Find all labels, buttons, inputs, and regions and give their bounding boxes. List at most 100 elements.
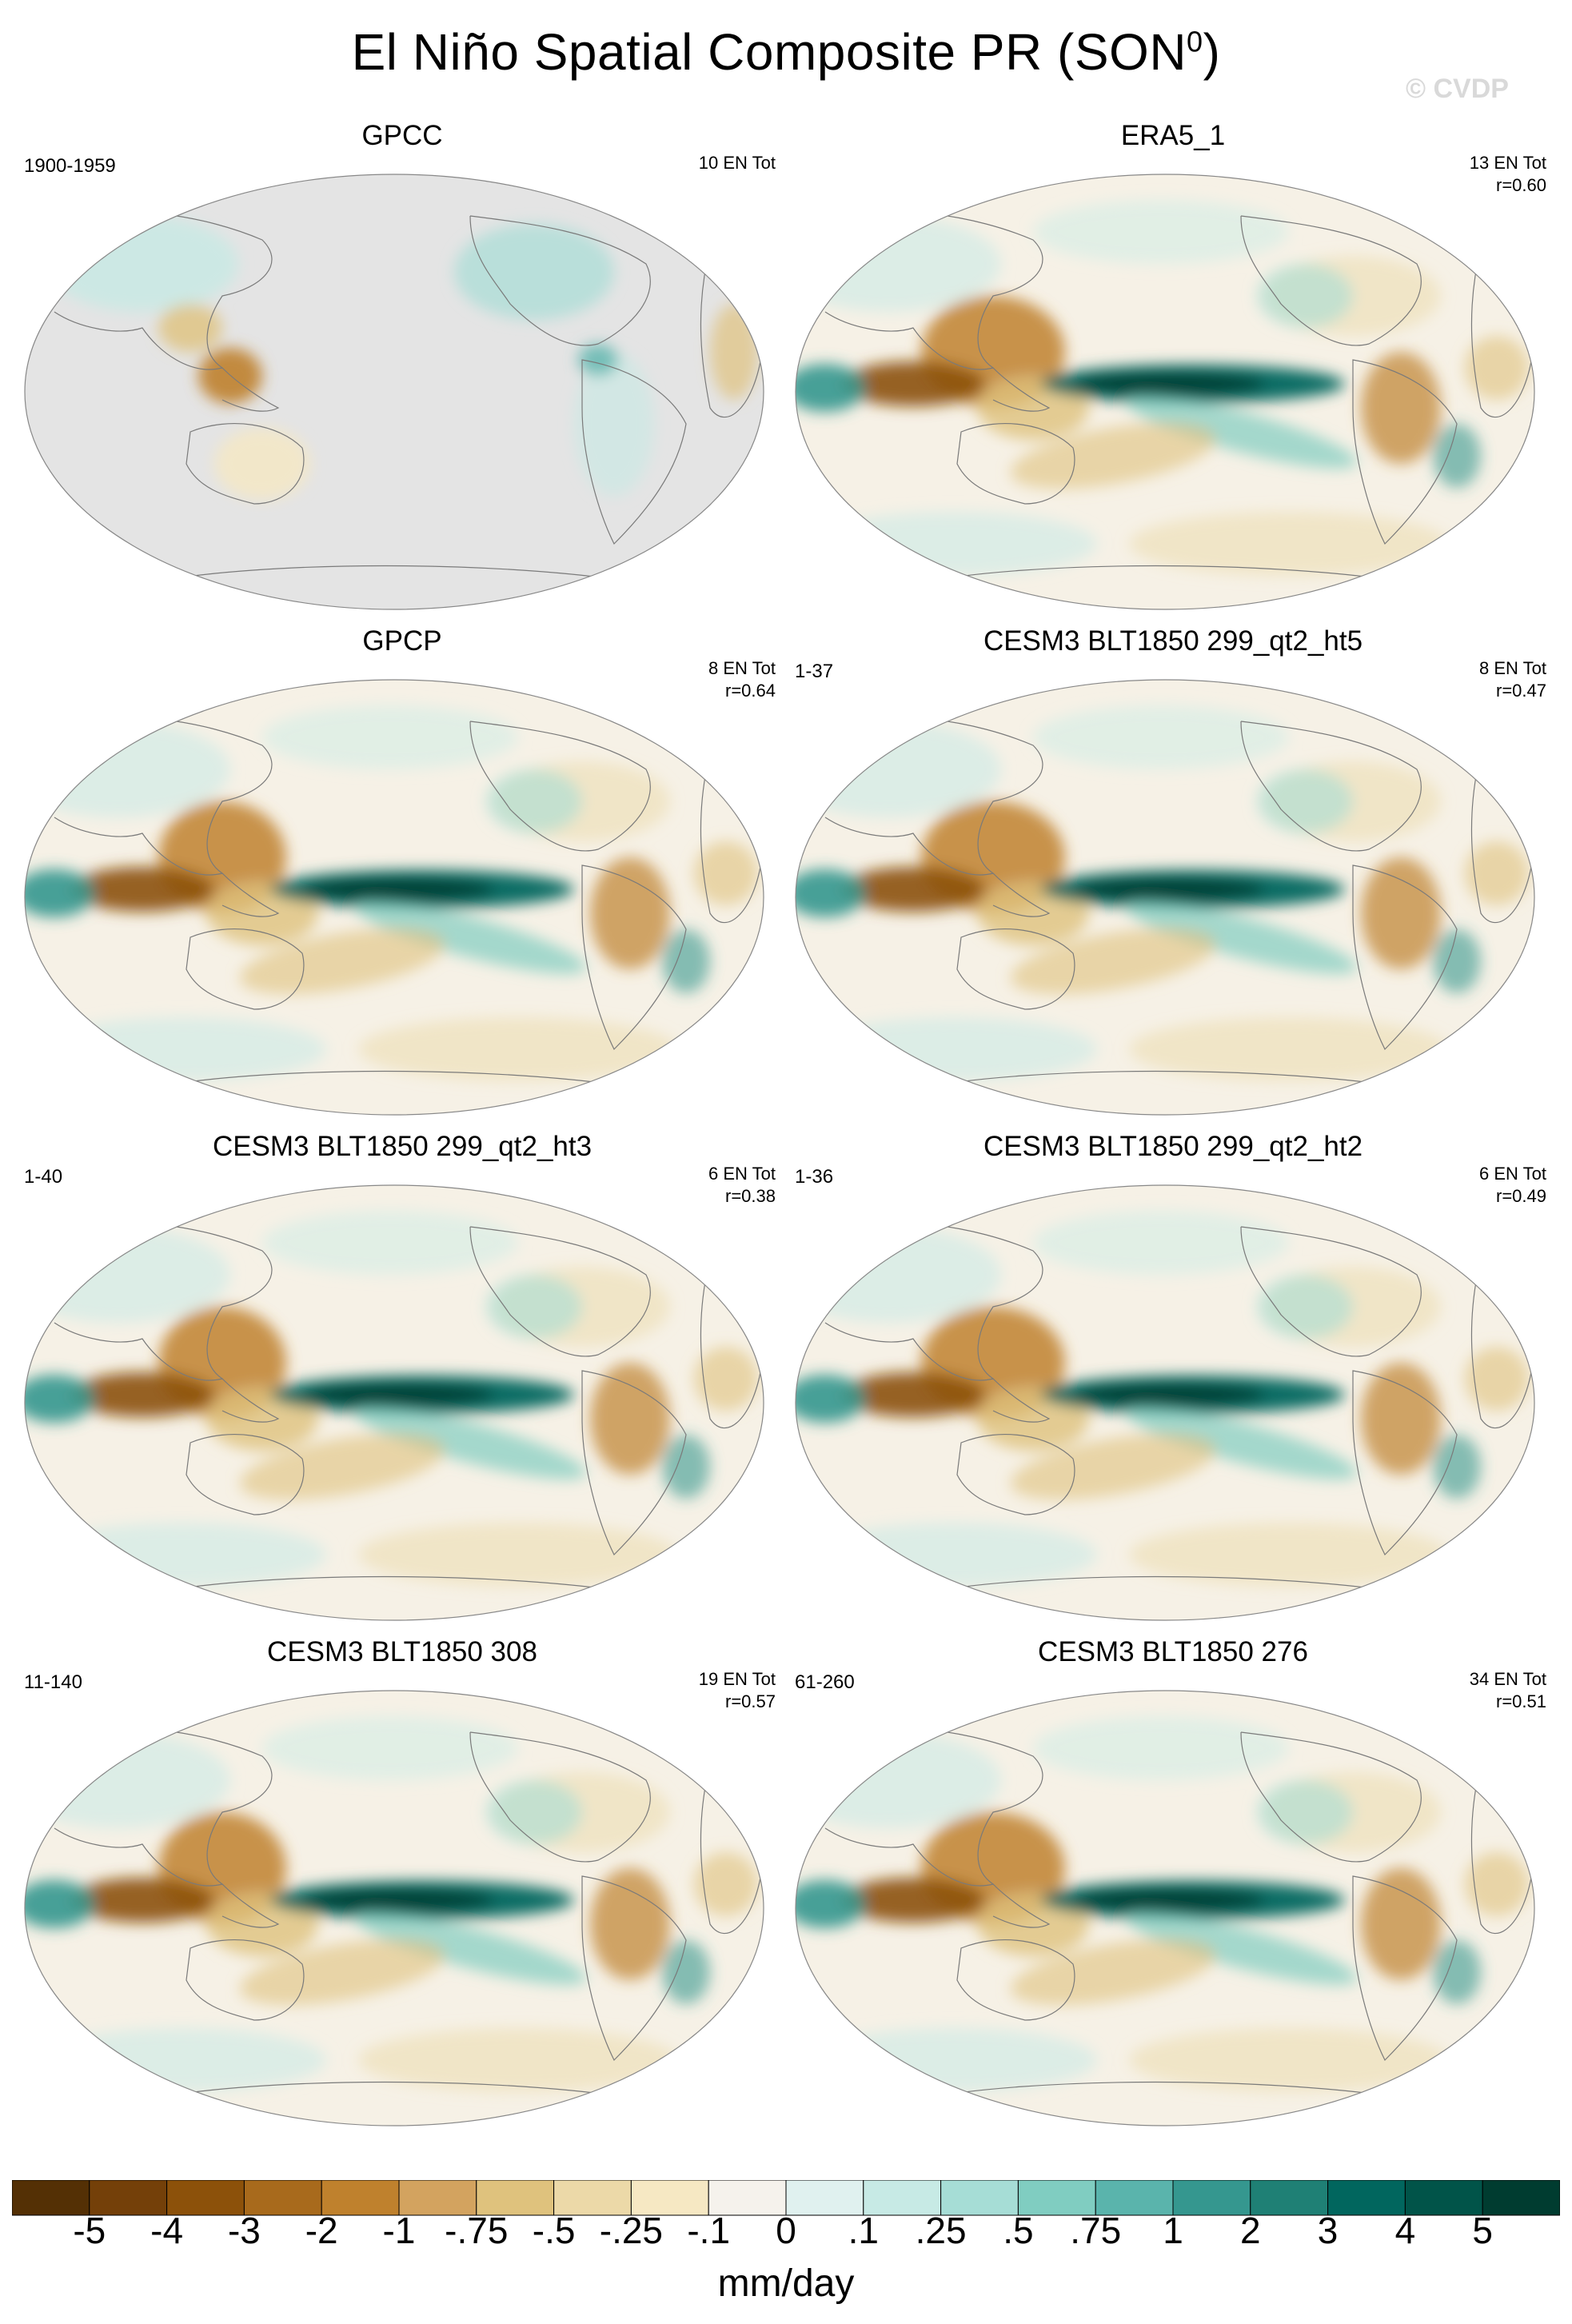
colorbar-tick-label: .1 (848, 2210, 879, 2251)
colorbar-swatch (785, 2180, 864, 2216)
map-background (25, 174, 764, 609)
event-count: 6 EN Tot (708, 1164, 776, 1184)
panel-stats: 10 EN Tot (699, 152, 776, 174)
colorbar-swatch (940, 2180, 1019, 2216)
colorbar-tick-label: .25 (915, 2210, 967, 2251)
colorbar-swatch (1404, 2180, 1483, 2216)
coastlines (824, 1727, 1534, 2101)
panel-title: CESM3 BLT1850 276 (1038, 1636, 1308, 1667)
colorbar-tick-label: -2 (305, 2210, 338, 2251)
colorbar-tick-label: -4 (150, 2210, 184, 2251)
composite-map (795, 1184, 1535, 1621)
event-count: 8 EN Tot (708, 658, 776, 678)
pattern-correlation: r=0.49 (1496, 1186, 1546, 1206)
map-outline (24, 1690, 764, 2126)
precip-anomaly-field (25, 1716, 758, 2092)
panel-title: CESM3 BLT1850 299_qt2_ht5 (983, 625, 1363, 657)
panel-stats: 8 EN Tot r=0.64 (708, 657, 776, 702)
colorbar-tick-label: 3 (1317, 2210, 1339, 2251)
event-count: 8 EN Tot (1479, 658, 1546, 678)
map-panel: CESM3 BLT1850 308 11-140 19 EN Tot r=0.57 (22, 1636, 782, 2126)
map-outline (795, 1184, 1535, 1621)
map-outline (795, 174, 1535, 610)
panel-title: CESM3 BLT1850 299_qt2_ht3 (212, 1131, 592, 1162)
composite-map (795, 174, 1535, 610)
map-outline (795, 1690, 1535, 2126)
colorbar-tick-label: -.1 (687, 2210, 731, 2251)
colorbar-swatch (553, 2180, 632, 2216)
colorbar-swatch (863, 2180, 942, 2216)
map-panel: CESM3 BLT1850 276 61-260 34 EN Tot r=0.51 (793, 1636, 1553, 2126)
pattern-correlation: r=0.38 (725, 1186, 776, 1206)
pattern-correlation: r=0.47 (1496, 681, 1546, 701)
composite-map (24, 1690, 764, 2126)
figure-title: El Niño Spatial Composite PR (SON0) (351, 23, 1221, 81)
map-outline (795, 679, 1535, 1116)
colorbar-swatch (1482, 2180, 1560, 2216)
panel-stats: 13 EN Tot r=0.60 (1470, 152, 1546, 197)
panel-years: 1-37 (795, 661, 834, 682)
colorbar (12, 2180, 1560, 2216)
panel-stats: 8 EN Tot r=0.47 (1479, 657, 1546, 702)
panel-title: GPCP (362, 625, 442, 657)
colorbar-swatch (1172, 2180, 1251, 2216)
composite-map (24, 679, 764, 1116)
map-outline (24, 1184, 764, 1621)
coastlines (824, 1222, 1534, 1595)
colorbar-tick-label: -3 (227, 2210, 261, 2251)
panel-years: 11-140 (24, 1671, 82, 1693)
watermark: © CVDP (1406, 74, 1509, 104)
event-count: 19 EN Tot (698, 1669, 776, 1689)
colorbar-tick-label: .75 (1070, 2210, 1122, 2251)
panel-years: 1-36 (795, 1166, 834, 1188)
map-panel: GPCC 1900-1959 10 EN Tot (22, 120, 782, 610)
precip-anomaly-field (796, 1211, 1529, 1587)
pattern-correlation: r=0.51 (1496, 1691, 1546, 1711)
colorbar-units: mm/day (717, 2262, 855, 2305)
panel-title: GPCC (361, 120, 443, 151)
colorbar-swatch (630, 2180, 709, 2216)
map-outline (24, 174, 764, 610)
panel-title: CESM3 BLT1850 308 (267, 1636, 537, 1667)
event-count: 10 EN Tot (698, 153, 776, 173)
pattern-correlation: r=0.64 (725, 681, 776, 701)
event-count: 13 EN Tot (1469, 153, 1546, 173)
colorbar-tick-label: .5 (1003, 2210, 1034, 2251)
colorbar-tick-label: 0 (776, 2210, 796, 2251)
map-panel: ERA5_1 13 EN Tot r=0.60 (793, 120, 1553, 610)
panel-stats: 34 EN Tot r=0.51 (1470, 1668, 1546, 1713)
colorbar-tick-label: -5 (73, 2210, 106, 2251)
colorbar-tick-label: -1 (382, 2210, 416, 2251)
panel-stats: 19 EN Tot r=0.57 (699, 1668, 776, 1713)
composite-map (24, 1184, 764, 1621)
colorbar-swatch (89, 2180, 168, 2216)
map-panel: CESM3 BLT1850 299_qt2_ht5 1-37 8 EN Tot r=0… (793, 625, 1553, 1116)
pattern-correlation: r=0.60 (1496, 175, 1546, 195)
panel-years: 1-40 (24, 1166, 63, 1188)
map-panel: GPCP 8 EN Tot r=0.64 (22, 625, 782, 1116)
event-count: 6 EN Tot (1479, 1164, 1546, 1184)
colorbar-tick-label: -.25 (599, 2210, 664, 2251)
colorbar-tick-label: 4 (1394, 2210, 1416, 2251)
colorbar-swatch (12, 2180, 90, 2216)
panel-years: 1900-1959 (24, 155, 116, 177)
colorbar-tick-label: 1 (1163, 2210, 1183, 2251)
colorbar-tick-label: -.5 (532, 2210, 576, 2251)
map-outline (24, 679, 764, 1116)
composite-map (795, 1690, 1535, 2126)
colorbar-tick-label: 5 (1472, 2210, 1493, 2251)
coastlines (54, 717, 764, 1090)
colorbar-tick-label: -.75 (445, 2210, 509, 2251)
event-count: 34 EN Tot (1469, 1669, 1546, 1689)
colorbar-swatch (398, 2180, 477, 2216)
colorbar-swatch (1250, 2180, 1329, 2216)
panel-stats: 6 EN Tot r=0.49 (1479, 1163, 1546, 1208)
precip-anomaly-field (25, 1211, 758, 1587)
panel-stats: 6 EN Tot r=0.38 (708, 1163, 776, 1208)
colorbar-tick-label: 2 (1240, 2210, 1261, 2251)
panel-title: ERA5_1 (1120, 120, 1226, 151)
map-panel: CESM3 BLT1850 299_qt2_ht3 1-40 6 EN Tot r=0… (22, 1131, 782, 1621)
panel-title: CESM3 BLT1850 299_qt2_ht2 (983, 1131, 1363, 1162)
colorbar-swatch (1327, 2180, 1406, 2216)
colorbar-swatch (166, 2180, 245, 2216)
